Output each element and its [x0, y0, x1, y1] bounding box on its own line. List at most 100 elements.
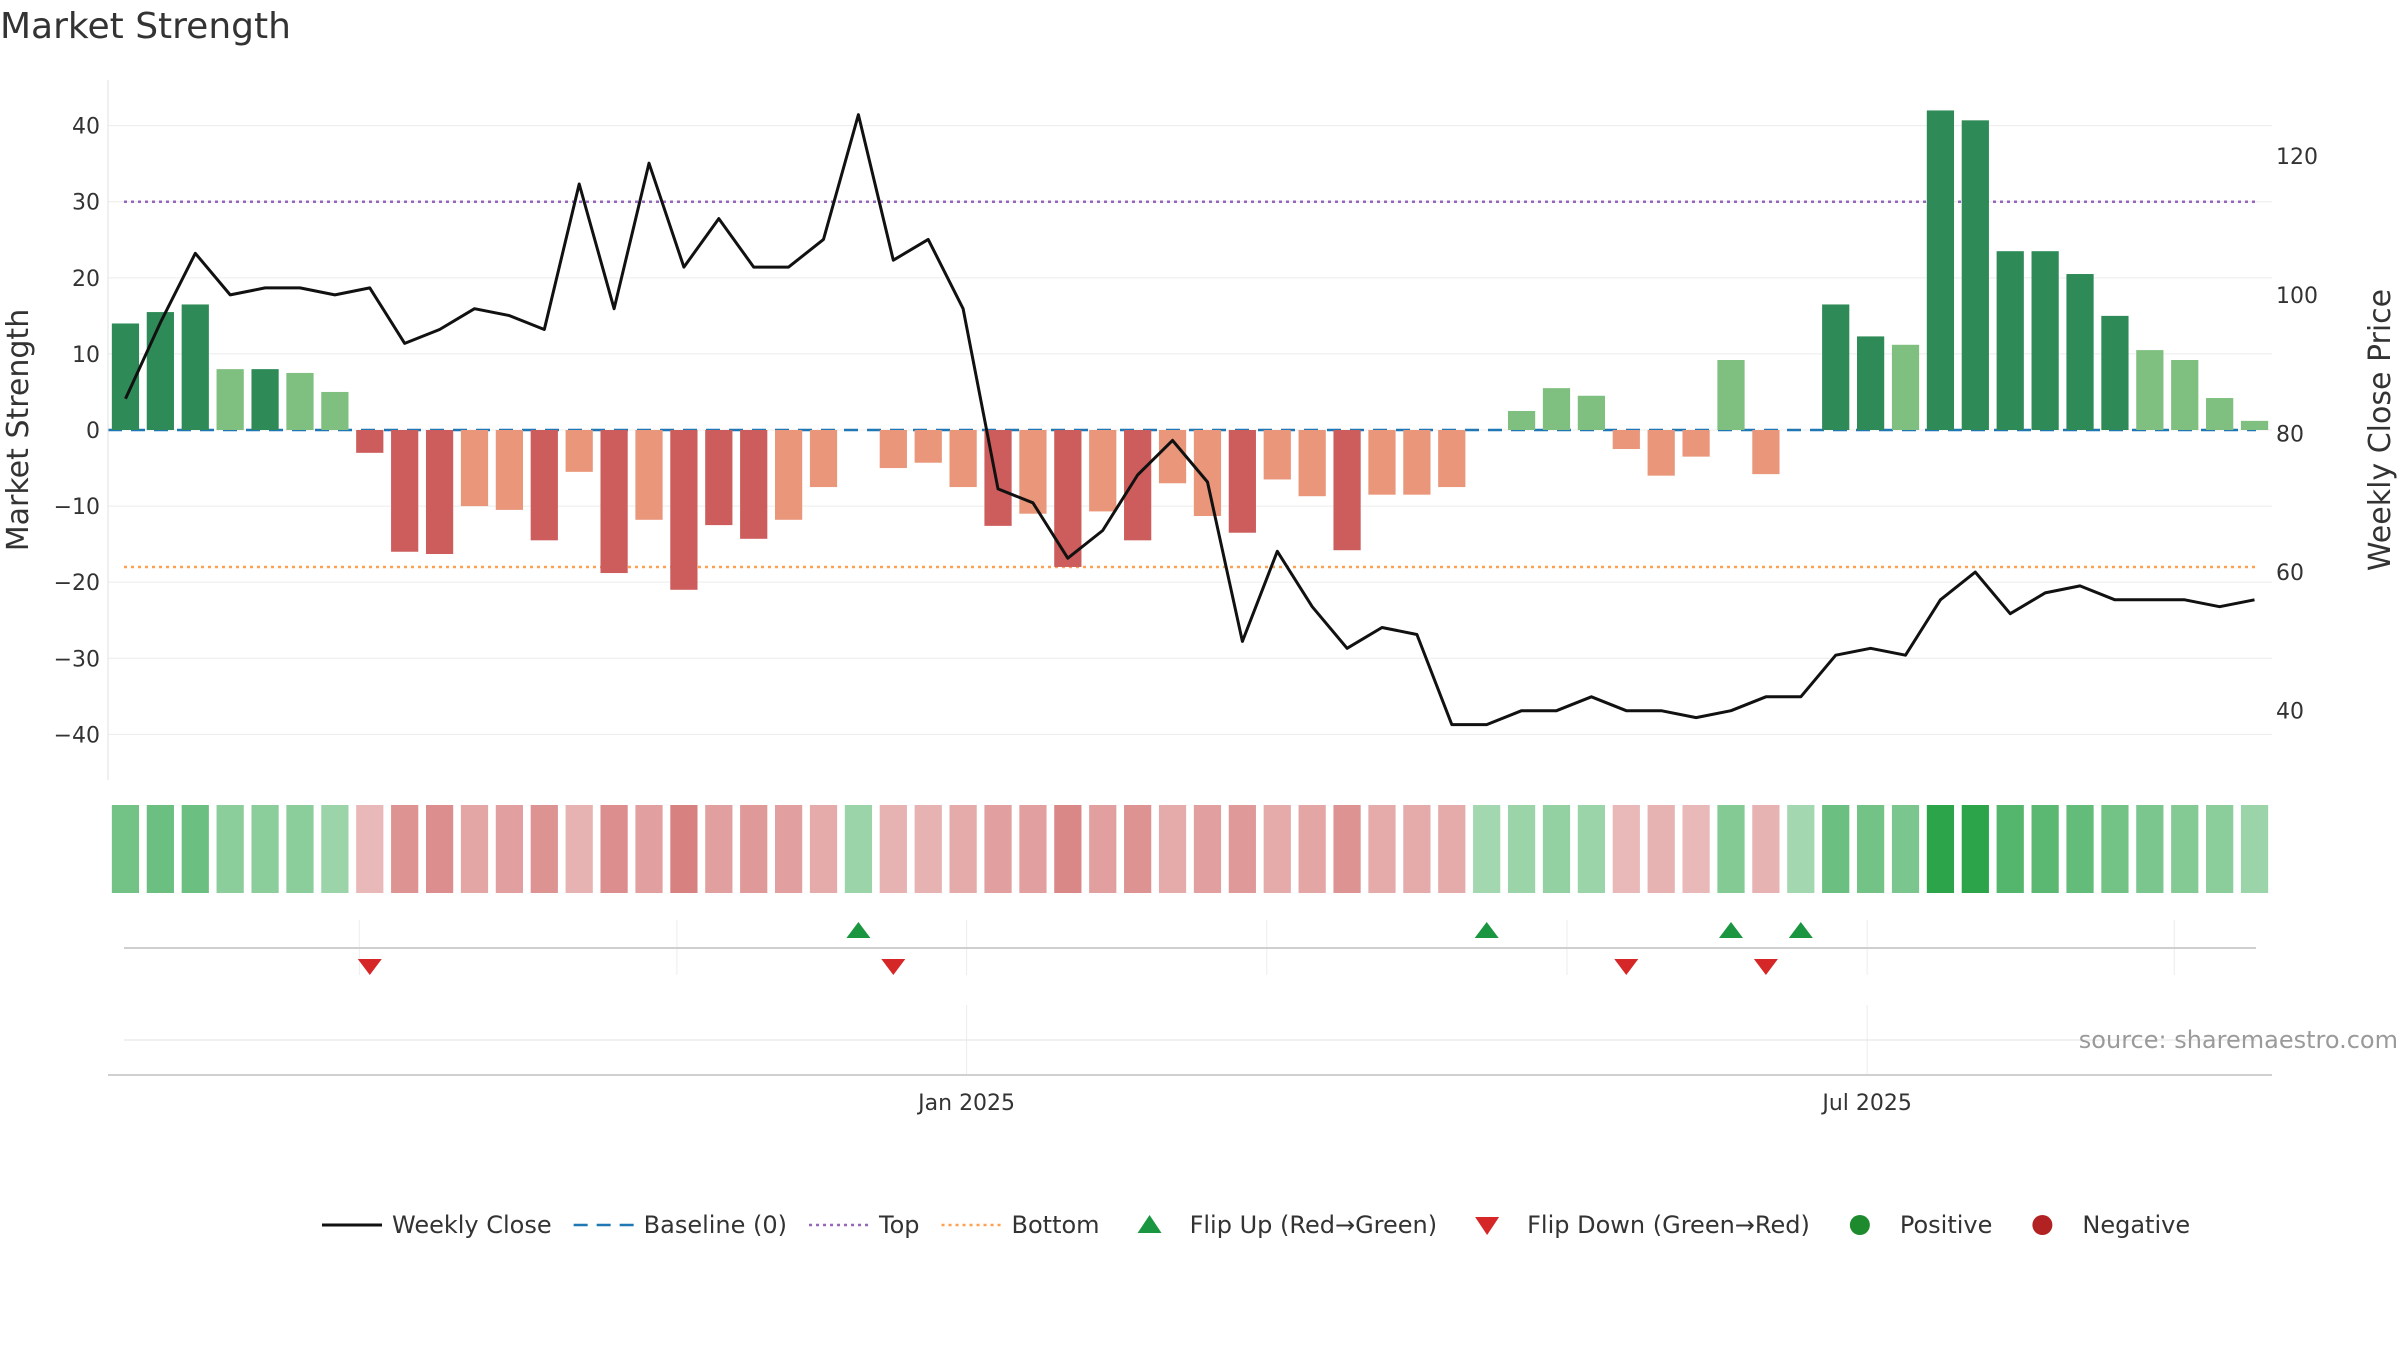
heat-cell — [1612, 805, 1640, 893]
strength-bar — [356, 430, 384, 453]
heat-cell — [2066, 805, 2094, 893]
date-axis: Jan 2025 Jul 2025 — [108, 1005, 2272, 1116]
heat-cell — [1298, 805, 1326, 893]
heat-cell — [1228, 805, 1256, 893]
heat-cell — [809, 805, 838, 893]
flip-down-marker — [357, 959, 382, 975]
y-tick-label-left: 30 — [72, 191, 100, 216]
heat-cell — [530, 805, 558, 893]
heat-cell — [321, 805, 349, 893]
strength-bar — [2171, 360, 2199, 430]
strength-bar — [1717, 360, 1745, 430]
heat-cell — [984, 805, 1012, 893]
heat-cell — [425, 805, 454, 893]
heat-cell — [1019, 805, 1047, 893]
strength-bar — [2031, 251, 2059, 430]
legend-swatch-dot — [2032, 1215, 2053, 1235]
strength-bar — [1089, 430, 1117, 512]
strength-bar — [181, 304, 209, 430]
flip-down-marker — [881, 959, 906, 975]
heat-cell — [949, 805, 977, 893]
heat-cell — [1926, 805, 1955, 893]
strength-bar — [2136, 350, 2164, 430]
strength-bar — [1822, 304, 1850, 430]
y-tick-label-left: 20 — [72, 267, 100, 292]
strength-bar — [1158, 430, 1187, 484]
legend-label: Positive — [1900, 1211, 1993, 1239]
heat-cell — [1473, 805, 1501, 893]
flip-up-marker — [1474, 922, 1499, 938]
strength-bar — [1263, 430, 1291, 480]
heat-cell — [1158, 805, 1187, 893]
heat-cell — [1717, 805, 1745, 893]
strength-bar — [670, 430, 698, 590]
heat-cell — [2240, 805, 2269, 893]
strength-bar — [2240, 420, 2269, 430]
heat-cell — [705, 805, 733, 893]
flip-up-marker — [846, 922, 871, 938]
heat-cell — [2031, 805, 2059, 893]
heat-cell — [1542, 805, 1571, 893]
strength-bar — [495, 430, 523, 510]
strength-bar — [1054, 430, 1082, 567]
strength-bar — [425, 430, 454, 555]
heat-cell — [495, 805, 523, 893]
y-tick-label-left: 10 — [72, 343, 100, 368]
strength-bar — [1507, 410, 1536, 430]
strength-bar — [565, 430, 593, 472]
legend-swatch-triangle-down — [1475, 1217, 1500, 1235]
heat-cell — [1891, 805, 1920, 893]
strength-bar — [914, 430, 942, 463]
strength-bar — [635, 430, 663, 520]
strength-bar — [1612, 430, 1640, 450]
heat-cell — [635, 805, 663, 893]
flip-down-marker — [1614, 959, 1639, 975]
heat-cell — [1752, 805, 1780, 893]
heat-cell — [1961, 805, 1989, 893]
y-tick-label-right: 80 — [2276, 422, 2304, 447]
y-tick-label-left: −20 — [54, 571, 100, 596]
strength-bar — [2206, 398, 2234, 430]
heat-cell — [775, 805, 803, 893]
strength-bar — [949, 430, 977, 488]
y-tick-label-left: −40 — [54, 723, 100, 748]
heat-cell — [1857, 805, 1885, 893]
legend-label: Flip Up (Red→Green) — [1190, 1211, 1438, 1239]
strength-bar — [1228, 430, 1256, 533]
legend-swatch-triangle-up — [1137, 1215, 1162, 1233]
legend-label: Weekly Close — [392, 1211, 552, 1239]
strength-bar — [1124, 430, 1152, 541]
heat-cell — [1403, 805, 1431, 893]
heat-cell — [844, 805, 873, 893]
heat-cell — [2136, 805, 2164, 893]
heat-cell — [1507, 805, 1536, 893]
heat-cell — [1577, 805, 1605, 893]
heat-cell — [111, 805, 140, 893]
strength-bars — [111, 110, 2269, 590]
strength-bar — [1891, 344, 1920, 430]
y-tick-label-right: 120 — [2276, 145, 2318, 170]
strength-bar — [809, 430, 838, 488]
weekly-close-line — [124, 113, 2255, 727]
strength-bar — [2066, 274, 2094, 430]
heat-cell — [356, 805, 384, 893]
heat-cell — [1822, 805, 1850, 893]
heat-cell — [251, 805, 279, 893]
strength-bar — [1647, 430, 1675, 476]
strength-bar — [1193, 430, 1222, 516]
heat-cell — [216, 805, 244, 893]
y-axis-title-right: Weekly Close Price — [2363, 289, 2398, 571]
strength-bar — [775, 430, 803, 520]
heat-cell — [1089, 805, 1117, 893]
heat-cell — [391, 805, 419, 893]
heat-cell — [181, 805, 209, 893]
y-tick-label-right: 100 — [2276, 284, 2318, 309]
strength-bar — [216, 369, 244, 430]
strength-bar — [1752, 430, 1780, 475]
flip-markers-panel — [124, 920, 2256, 975]
heat-cell — [1682, 805, 1710, 893]
strength-bar — [600, 430, 628, 574]
y-axis-title-left: Market Strength — [1, 309, 36, 551]
heat-cell — [879, 805, 907, 893]
heat-cell — [1193, 805, 1222, 893]
